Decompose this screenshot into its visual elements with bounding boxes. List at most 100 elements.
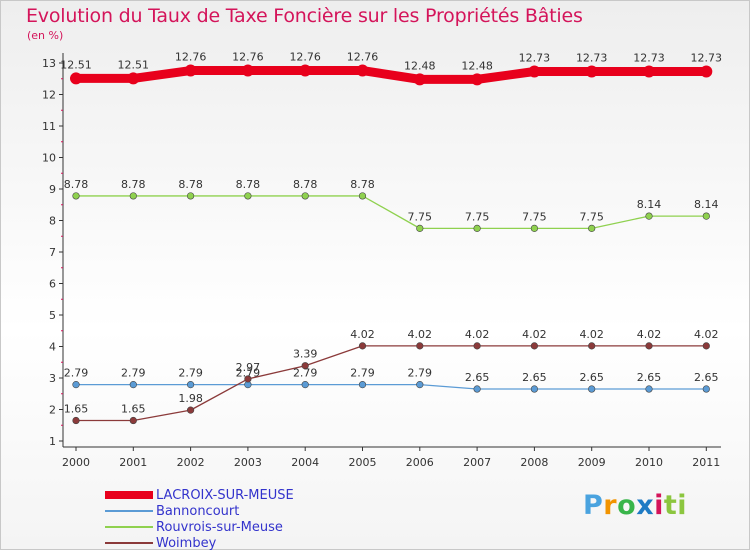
data-point-woimbey xyxy=(530,342,539,350)
proxiti-logo: Proxiti xyxy=(583,490,688,521)
y-tick-label: 3 xyxy=(49,372,56,385)
data-label-woimbey: 4.02 xyxy=(522,328,547,341)
x-tick-label: 2000 xyxy=(62,456,90,469)
x-tick-label: 2008 xyxy=(520,456,548,469)
data-point-woimbey xyxy=(129,416,137,425)
data-label-woimbey: 4.02 xyxy=(350,328,375,341)
data-point-lacroix-sur-meuse xyxy=(299,64,312,77)
data-point-lacroix-sur-meuse xyxy=(413,73,426,86)
data-label-lacroix-sur-meuse: 12.48 xyxy=(404,59,436,72)
data-label-bannoncourt: 2.65 xyxy=(637,371,662,384)
data-point-woimbey xyxy=(301,362,309,370)
data-label-rouvrois-sur-meuse: 7.75 xyxy=(465,210,490,223)
legend-item-lacroix-sur-meuse: LACROIX-SUR-MEUSE xyxy=(105,487,294,503)
data-label-bannoncourt: 2.65 xyxy=(579,371,604,384)
data-label-lacroix-sur-meuse: 12.76 xyxy=(347,51,379,64)
data-point-lacroix-sur-meuse xyxy=(643,65,655,78)
data-point-lacroix-sur-meuse xyxy=(241,64,254,77)
series-line-woimbey xyxy=(75,345,707,422)
data-label-rouvrois-sur-meuse: 8.78 xyxy=(64,178,89,191)
data-label-lacroix-sur-meuse: 12.51 xyxy=(118,58,150,71)
data-point-lacroix-sur-meuse xyxy=(70,72,82,85)
data-point-rouvrois-sur-meuse xyxy=(72,192,80,200)
data-point-woimbey xyxy=(358,342,367,350)
data-label-lacroix-sur-meuse: 12.73 xyxy=(519,52,551,65)
data-label-woimbey: 4.02 xyxy=(408,328,433,341)
series-line-rouvrois-sur-meuse xyxy=(75,195,707,230)
data-point-bannoncourt xyxy=(473,385,481,393)
data-label-woimbey: 1.65 xyxy=(121,403,146,416)
data-label-woimbey: 2.97 xyxy=(236,361,261,374)
data-point-woimbey xyxy=(473,342,481,350)
legend-label: Bannoncourt xyxy=(156,503,240,519)
data-point-woimbey xyxy=(416,342,424,350)
data-point-rouvrois-sur-meuse xyxy=(416,224,424,232)
data-label-rouvrois-sur-meuse: 7.75 xyxy=(408,210,433,223)
data-point-rouvrois-sur-meuse xyxy=(645,212,653,220)
data-label-rouvrois-sur-meuse: 8.78 xyxy=(236,178,261,191)
legend-swatch xyxy=(105,526,153,528)
data-point-woimbey xyxy=(645,342,653,350)
data-point-rouvrois-sur-meuse xyxy=(530,224,539,232)
data-point-bannoncourt xyxy=(129,381,137,389)
data-point-woimbey xyxy=(187,406,195,414)
data-point-lacroix-sur-meuse xyxy=(184,64,197,77)
data-point-lacroix-sur-meuse xyxy=(585,65,598,78)
data-label-rouvrois-sur-meuse: 8.78 xyxy=(293,178,318,191)
data-point-bannoncourt xyxy=(301,381,309,389)
x-tick-label: 2010 xyxy=(635,456,663,469)
x-tick-label: 2003 xyxy=(234,456,262,469)
series-line-bannoncourt xyxy=(75,383,707,390)
y-tick-label: 8 xyxy=(49,215,56,228)
data-label-woimbey: 4.02 xyxy=(694,328,719,341)
y-tick-label: 1 xyxy=(49,435,56,448)
y-tick-label: 12 xyxy=(42,89,56,102)
data-label-lacroix-sur-meuse: 12.73 xyxy=(633,52,665,65)
data-label-bannoncourt: 2.79 xyxy=(236,367,261,380)
y-tick-label: 9 xyxy=(49,183,56,196)
data-point-woimbey xyxy=(588,342,596,350)
data-point-lacroix-sur-meuse xyxy=(471,73,484,86)
legend-item-woimbey: Woimbey xyxy=(105,535,294,551)
x-tick-label: 2007 xyxy=(463,456,491,469)
legend-swatch xyxy=(105,510,153,512)
y-tick-label: 10 xyxy=(42,152,56,165)
legend-swatch xyxy=(105,542,153,544)
data-label-rouvrois-sur-meuse: 8.78 xyxy=(121,178,146,191)
data-point-bannoncourt xyxy=(702,385,710,393)
data-label-woimbey: 4.02 xyxy=(465,328,490,341)
legend-label: LACROIX-SUR-MEUSE xyxy=(156,487,294,503)
data-point-bannoncourt xyxy=(645,385,653,393)
legend-label: Rouvrois-sur-Meuse xyxy=(156,519,283,535)
data-label-woimbey: 1.65 xyxy=(64,403,89,416)
data-point-woimbey xyxy=(244,375,252,383)
data-label-bannoncourt: 2.79 xyxy=(350,367,375,380)
data-point-bannoncourt xyxy=(530,385,539,393)
legend-item-rouvrois-sur-meuse: Rouvrois-sur-Meuse xyxy=(105,519,294,535)
data-label-lacroix-sur-meuse: 12.76 xyxy=(289,51,321,64)
data-point-bannoncourt xyxy=(72,381,80,389)
unit-label: (en %) xyxy=(27,29,64,42)
y-tick-label: 4 xyxy=(49,341,56,354)
data-point-bannoncourt xyxy=(358,381,367,389)
data-label-woimbey: 4.02 xyxy=(637,328,662,341)
data-point-lacroix-sur-meuse xyxy=(700,65,713,78)
data-label-bannoncourt: 2.79 xyxy=(293,367,318,380)
y-tick-label: 2 xyxy=(49,404,56,417)
series-line-lacroix-sur-meuse xyxy=(71,66,711,84)
data-point-bannoncourt xyxy=(416,381,424,389)
data-label-rouvrois-sur-meuse: 7.75 xyxy=(522,210,547,223)
data-point-woimbey xyxy=(72,416,80,425)
data-label-woimbey: 4.02 xyxy=(579,328,604,341)
data-label-lacroix-sur-meuse: 12.76 xyxy=(232,51,264,64)
data-label-bannoncourt: 2.79 xyxy=(408,367,433,380)
chart-legend: LACROIX-SUR-MEUSE Bannoncourt Rouvrois-sur… xyxy=(105,487,294,551)
data-label-bannoncourt: 2.65 xyxy=(694,371,719,384)
data-label-bannoncourt: 2.65 xyxy=(465,371,490,384)
data-label-lacroix-sur-meuse: 12.51 xyxy=(60,58,92,71)
x-tick-label: 2006 xyxy=(406,456,434,469)
data-label-rouvrois-sur-meuse: 8.78 xyxy=(178,178,203,191)
data-point-rouvrois-sur-meuse xyxy=(129,192,137,200)
legend-label: Woimbey xyxy=(156,535,217,551)
